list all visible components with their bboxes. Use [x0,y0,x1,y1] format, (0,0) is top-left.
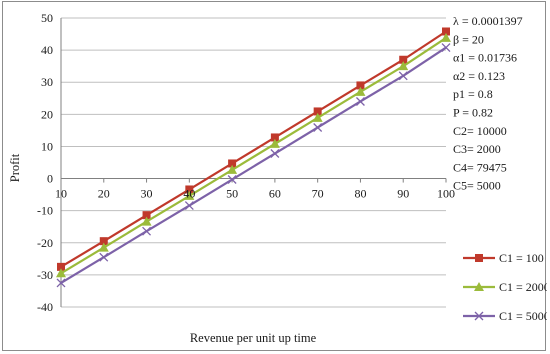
point-marker-x [142,226,152,236]
legend-label: C1 = 20000 [499,280,547,294]
point-marker-triangle [474,282,484,291]
parameter-text: λ = 0.0001397 [453,14,523,28]
point-marker-square [442,27,450,36]
x-tick-label: 80 [354,187,366,201]
point-marker-square [185,185,194,194]
point-marker-triangle [227,164,238,174]
legend-item-3: C1 = 50000 [463,309,547,323]
gridlines [61,17,446,308]
y-tick-label: -40 [37,300,53,314]
y-tick-label: 10 [41,139,53,153]
point-marker-triangle [312,112,323,122]
point-marker-square [313,107,322,116]
point-marker-triangle [355,86,366,96]
x-tick-label: 100 [437,187,455,201]
y-tick-label: -10 [37,204,53,218]
x-axis-label: Revenue per unit up time [190,331,317,345]
point-marker-square [270,133,279,142]
point-marker-triangle [141,216,152,226]
parameter-text: α2 = 0.123 [453,69,505,83]
point-marker-triangle [98,242,109,252]
parameter-list: λ = 0.0001397 β = 20 α1 = 0.01736 α2 = 0.12… [453,14,523,193]
y-axis-label: Profit [8,153,22,182]
point-marker-square [399,55,408,64]
y-tick-label: 40 [41,43,53,57]
point-marker-x [270,149,280,158]
point-marker-square [228,159,237,168]
series-2 [56,32,451,278]
axes [60,18,447,307]
series-3 [56,43,451,288]
chart-frame: -40 -30 -20 -10 0 10 20 30 40 50 10 20 30 40 50 60 70 80 9… [2,1,547,351]
series-line [60,30,447,268]
parameter-text: β = 20 [453,32,484,46]
x-tick-label: 50 [226,187,238,201]
y-tick-label: 30 [41,75,53,89]
x-tick-label: 10 [55,187,67,201]
parameter-text: α1 = 0.01736 [453,51,517,65]
x-tick-label: 20 [98,187,110,201]
point-marker-square [99,237,108,246]
y-tick-label: 50 [41,11,53,25]
legend-label: C1 = 50000 [499,309,547,323]
x-tick-label: 70 [312,187,324,201]
parameter-text: p1 = 0.8 [453,87,493,101]
y-tick-label: -20 [37,236,53,250]
point-marker-triangle [269,138,280,148]
y-tick-label: -30 [37,268,53,282]
point-marker-x [184,201,194,210]
parameter-text: C3= 2000 [453,142,501,156]
legend-item-1: C1 = 100 [463,251,544,265]
series-1 [57,27,450,271]
legend-label: C1 = 100 [499,251,544,265]
point-marker-square [356,81,365,90]
legend-item-2: C1 = 20000 [463,280,547,294]
point-marker-triangle [56,268,66,278]
point-marker-x [398,71,408,81]
parameter-text: C4= 79475 [453,160,507,174]
y-tick-label: 20 [41,107,53,121]
series-line [60,46,447,284]
point-marker-x [227,175,237,184]
point-marker-x [355,97,365,106]
point-marker-triangle [398,61,409,71]
parameter-text: C2= 10000 [453,124,507,138]
point-marker-x [474,311,484,321]
point-marker-triangle [441,32,451,42]
legend: C1 = 100 C1 = 20000 C1 = 50000 [463,251,547,323]
parameter-text: C5= 5000 [453,179,501,193]
y-tick-label: 0 [47,172,53,186]
point-marker-square [57,262,65,271]
x-tick-label: 90 [397,187,409,201]
point-marker-x [56,278,66,288]
x-tick-label: 30 [141,187,153,201]
point-marker-square [142,211,151,220]
point-marker-triangle [184,190,195,200]
point-marker-x [99,252,109,262]
x-tick-label: 40 [183,187,195,201]
series-line [60,36,447,275]
series-lines [56,27,451,288]
point-marker-x [313,123,323,132]
point-marker-x [441,43,451,53]
x-tick-label: 60 [269,187,281,201]
point-marker-square [475,254,483,262]
parameter-text: P = 0.82 [453,106,493,120]
